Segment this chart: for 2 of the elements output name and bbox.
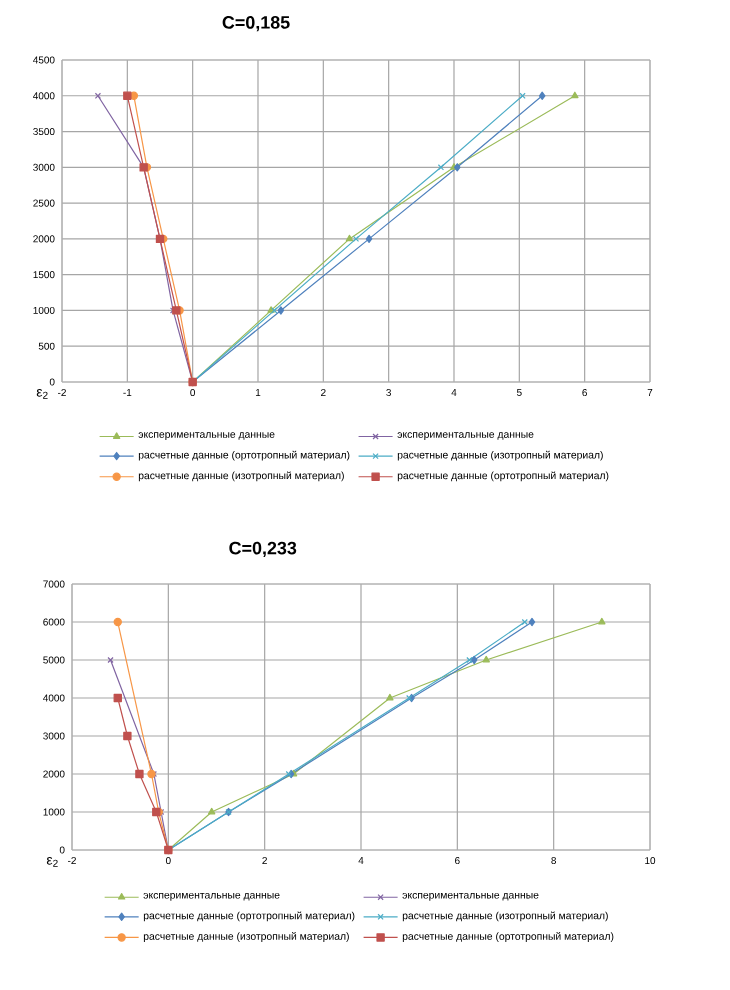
chart-title: C=0,233: [229, 541, 297, 558]
chart-title: C=0,185: [222, 16, 290, 32]
